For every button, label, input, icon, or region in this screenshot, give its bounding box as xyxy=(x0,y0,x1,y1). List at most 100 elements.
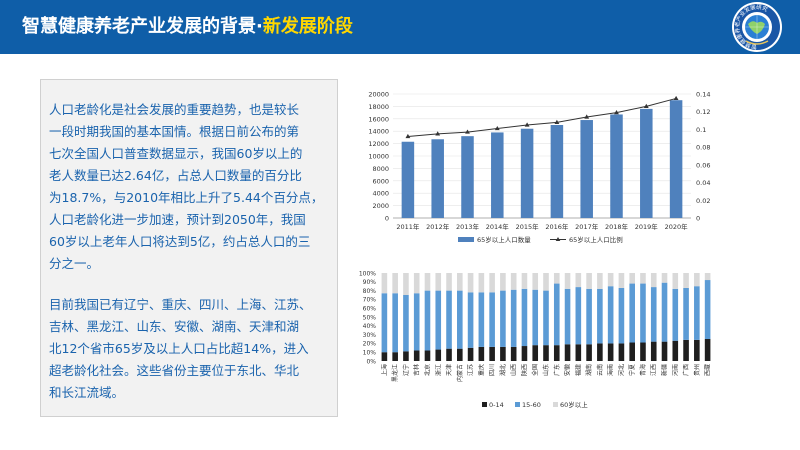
x-tick-label: 2020年 xyxy=(665,222,689,231)
stack-segment xyxy=(413,293,420,351)
bar xyxy=(520,128,534,218)
x-tick-label: 贵州 xyxy=(693,364,701,376)
text-line: 人口老龄化是社会发展的重要趋势，也是较长 xyxy=(49,102,300,117)
stack-segment xyxy=(424,273,431,291)
text-line: 目前我国已有辽宁、重庆、四川、上海、江苏、 xyxy=(49,297,312,312)
x-tick-label: 重庆 xyxy=(477,364,485,376)
line-marker xyxy=(435,131,441,136)
text-line: 七次全国人口普查数据显示，我国60岁以上的 xyxy=(49,146,303,161)
chart-elderly-population-trend: 0 2000 4000 6000 8000 10000 12000 14000 16000 180… xyxy=(368,91,710,245)
legend-swatch xyxy=(553,402,558,407)
stack-segment xyxy=(704,339,711,361)
line-marker xyxy=(465,129,470,134)
y-tick-label: 100% xyxy=(359,270,376,277)
stack-segment xyxy=(521,346,528,361)
x-tick-label: 2018年 xyxy=(605,222,629,231)
stack-segment xyxy=(381,273,388,294)
x-tick-label: 青海 xyxy=(639,364,647,376)
legend-label: 0-14 xyxy=(489,401,504,409)
stack-segment xyxy=(650,341,657,361)
y-tick-label: 10% xyxy=(363,350,377,357)
legend-label: 65岁以上人口比例 xyxy=(569,235,623,244)
stack-segment xyxy=(650,287,657,342)
stack-segment xyxy=(640,342,646,361)
header-banner: 智慧健康养老产业发展的背景·新发展阶段 智慧健康养老产业发展研究 xyxy=(0,0,800,54)
line-marker xyxy=(494,125,500,131)
x-tick-label: 吉林 xyxy=(413,364,421,376)
stack-segment xyxy=(435,273,442,291)
stack-segment xyxy=(403,295,409,352)
x-tick-label: 2014年 xyxy=(486,222,510,231)
x-tick-label: 山东 xyxy=(542,364,550,376)
stack-segment xyxy=(392,352,398,361)
stack-segment xyxy=(392,273,398,294)
stack-segment xyxy=(435,290,442,350)
x-tick-label: 云南 xyxy=(596,364,604,376)
stack-segment xyxy=(640,273,646,284)
y-tick-label: 40% xyxy=(363,323,377,330)
stack-segment xyxy=(629,342,635,361)
y-tick-label-left: 10000 xyxy=(368,153,389,161)
chart-provincial-age-structure: 0%10% 20% 30% 40% 50%60% 70% 80% 90% 100% 上海 黑龙江 辽宁… xyxy=(359,270,712,409)
bar xyxy=(461,136,474,218)
stack-segment xyxy=(446,290,452,349)
stack-segment xyxy=(597,343,603,361)
stack-segment xyxy=(694,273,700,287)
y-tick-label-right: 0.08 xyxy=(696,144,710,152)
x-tick-label: 湖北 xyxy=(499,364,507,376)
title-main: 智慧健康养老产业发展的背景· xyxy=(22,16,263,37)
legend-swatch-bar xyxy=(458,237,474,242)
x-tick-label: 海南 xyxy=(607,364,615,376)
x-tick-label: 2012年 xyxy=(426,222,450,231)
stack-segment xyxy=(424,290,431,351)
x-tick-label: 西藏 xyxy=(704,364,712,376)
stack-segment xyxy=(704,280,711,339)
stack-segment xyxy=(694,286,700,340)
x-tick-label: 江西 xyxy=(651,364,658,376)
legend-swatch xyxy=(482,402,487,407)
x-tick-label: 广东 xyxy=(553,364,561,376)
paragraph-aging-trend: 人口老龄化是社会发展的重要趋势，也是较长 一段时期我国的基本国情。根据日前公布的… xyxy=(49,99,332,275)
stack-segment xyxy=(500,346,506,361)
bar xyxy=(580,120,593,218)
stack-segment xyxy=(629,283,635,343)
text-line: 北12个省市65岁及以上人口占比超14%，进入 xyxy=(49,341,309,356)
y-tick-label-right: 0.02 xyxy=(696,197,710,205)
text-line: 分之一。 xyxy=(49,256,100,271)
x-tick-label: 上海 xyxy=(380,364,388,376)
x-tick-label: 新疆 xyxy=(661,364,669,376)
stack-segment xyxy=(661,341,668,361)
y-tick-label-left: 6000 xyxy=(372,177,389,185)
stack-segment xyxy=(403,351,409,361)
stack-segment xyxy=(683,287,689,340)
stack-segment xyxy=(553,345,560,361)
y-tick-label-left: 8000 xyxy=(372,165,389,173)
stack-segment xyxy=(521,273,528,289)
stack-segment xyxy=(435,349,442,361)
stack-segment xyxy=(500,273,506,291)
y-tick-label-right: 0.04 xyxy=(696,179,710,187)
x-tick-label: 四川 xyxy=(489,364,496,376)
bar xyxy=(491,132,504,218)
legend-label: 15-60 xyxy=(522,401,541,409)
bar xyxy=(640,108,653,218)
line-marker xyxy=(614,110,619,115)
stack-segment xyxy=(543,273,549,291)
x-tick-label: 全国 xyxy=(531,364,539,376)
y-tick-label-right: 0.1 xyxy=(696,126,706,134)
stack-segment xyxy=(553,273,560,284)
x-tick-label: 陕西 xyxy=(520,364,528,376)
stack-segment xyxy=(467,347,474,361)
y-tick-label: 0% xyxy=(366,358,376,365)
stack-segment xyxy=(500,290,506,347)
x-tick-label: 2016年 xyxy=(545,222,569,231)
x-tick-label: 福建 xyxy=(574,364,582,376)
stack-segment xyxy=(575,273,582,288)
stack-segment xyxy=(672,273,679,289)
series-line xyxy=(407,97,677,138)
legend-swatch xyxy=(515,402,520,407)
stack-segment xyxy=(564,344,571,361)
y-tick-label: 70% xyxy=(363,297,377,304)
bar xyxy=(610,114,623,218)
x-tick-label: 天津 xyxy=(446,364,453,376)
